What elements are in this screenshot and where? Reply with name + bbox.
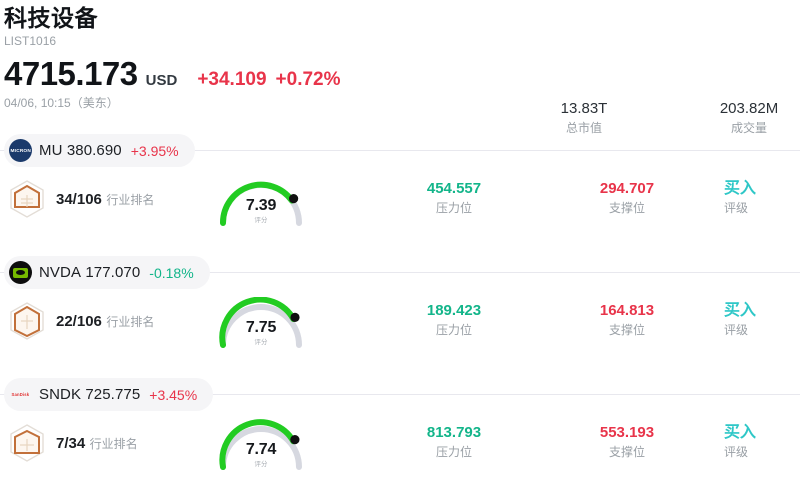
volume-label: 成交量 [730,121,767,135]
stat-volume: 203.82M 成交量 [689,99,800,137]
score-value: 7.74 [245,441,277,458]
resistance-value: 454.557 [426,180,482,197]
rating-value: 买入 [724,424,757,441]
support-value: 294.707 [599,180,655,197]
support-column: 553.193 支撑位 [557,423,697,461]
score-label: 评分 [254,339,268,346]
page-header: 科技设备 LIST1016 4715.173 USD +34.109 +0.72%… [0,0,800,135]
rank-label: 行业排名 [106,192,155,207]
rank-value: 22/106 [56,312,102,330]
rating-label: 评级 [724,323,749,337]
industry-rank: 22/106 行业排名 [8,301,154,341]
resistance-label: 压力位 [435,323,472,337]
resistance-column: 189.423 压力位 [384,301,524,339]
market-cap-label: 总市值 [565,121,602,135]
score-gauge: 7.39 评分 [215,175,307,235]
volume-value: 203.82M [719,100,779,117]
rating-value: 买入 [724,180,757,197]
micron-logo-text: MICRON [10,147,31,154]
industry-rank: 34/106 行业排名 [8,179,154,219]
quote-timestamp: 04/06, 10:15（美东） [4,96,119,110]
resistance-label: 压力位 [435,445,472,459]
index-change: +34.109 +0.72% [197,69,340,91]
ticker-pill-nvda[interactable]: NVDA 177.070 -0.18% [4,256,210,289]
ticker-pill-sndk[interactable]: SanDisk SNDK 725.775 +3.45% [4,378,214,411]
rank-text: 22/106 行业排名 [56,312,154,331]
header-stats: 13.83T 总市值 203.82M 成交量 [524,99,800,143]
stat-market-cap: 13.83T 总市值 [524,99,644,137]
resistance-value: 813.793 [426,424,482,441]
ticker-pill-mu[interactable]: MICRON MU 380.690 +3.95% [4,134,195,167]
micron-logo-icon: MICRON [9,139,32,162]
support-label: 支撑位 [608,323,645,337]
stock-metrics: 34/106 行业排名 7.39 评分 454.557 压力位 [0,179,800,239]
support-column: 294.707 支撑位 [557,179,697,217]
currency-label: USD [145,72,178,89]
page-title: 科技设备 [4,5,98,31]
rating-column: 买入 评级 [724,423,800,461]
stock-row[interactable]: NVDA 177.070 -0.18% 22/106 行业排名 [0,253,800,375]
resistance-column: 813.793 压力位 [384,423,524,461]
sandisk-logo-icon: SanDisk [9,383,32,406]
stock-row[interactable]: SanDisk SNDK 725.775 +3.45% 7/34 [0,375,800,488]
hexagon-rank-icon [8,423,46,463]
ticker-symbol: SNDK 725.775 [39,386,141,403]
list-code: LIST1016 [4,34,57,48]
row-divider [0,394,800,395]
index-change-percent: +0.72% [275,69,341,90]
support-label: 支撑位 [608,445,645,459]
ticker-change: -0.18% [149,264,194,281]
score-gauge: 7.74 评分 [215,419,307,479]
rating-label: 评级 [724,445,749,459]
hexagon-rank-icon [8,179,46,219]
support-value: 164.813 [599,302,655,319]
support-value: 553.193 [599,424,655,441]
score-value: 7.75 [245,319,277,336]
ticker-change: +3.95% [130,142,179,159]
stock-rows: MICRON MU 380.690 +3.95% 34/106 [0,131,800,488]
ticker-symbol: NVDA 177.070 [39,264,141,281]
rating-column: 买入 评级 [724,301,800,339]
score-gauge: 7.75 评分 [215,297,307,357]
stock-metrics: 7/34 行业排名 7.74 评分 813.793 压力位 [0,419,800,483]
score-label: 评分 [254,461,268,468]
resistance-label: 压力位 [435,201,472,215]
ticker-symbol: MU 380.690 [39,142,122,159]
market-cap-value: 13.83T [560,100,608,117]
rank-text: 34/106 行业排名 [56,190,154,209]
index-price: 4715.173 [4,55,138,92]
score-value: 7.39 [245,197,277,214]
industry-rank: 7/34 行业排名 [8,423,138,463]
nvidia-logo-icon [9,261,32,284]
support-label: 支撑位 [608,201,645,215]
rank-value: 7/34 [56,434,86,452]
resistance-value: 189.423 [426,302,482,319]
sandisk-logo-text: SanDisk [11,392,30,397]
rank-text: 7/34 行业排名 [56,434,138,453]
header-main: 4715.173 USD +34.109 +0.72% 04/06, 10:15（… [4,55,800,135]
support-column: 164.813 支撑位 [557,301,697,339]
rank-value: 34/106 [56,190,102,208]
index-change-absolute: +34.109 [197,69,267,90]
price-row: 4715.173 USD +34.109 +0.72% [4,55,800,93]
stock-metrics: 22/106 行业排名 7.75 评分 189.423 压力位 [0,297,800,361]
rating-column: 买入 评级 [724,179,800,217]
row-divider [0,272,800,273]
hexagon-rank-icon [8,301,46,341]
rating-value: 买入 [724,302,757,319]
rating-label: 评级 [724,201,749,215]
rank-label: 行业排名 [106,314,155,329]
ticker-change: +3.45% [149,386,198,403]
stock-row[interactable]: MICRON MU 380.690 +3.95% 34/106 [0,131,800,253]
score-label: 评分 [254,217,268,224]
row-divider [0,150,800,151]
rank-label: 行业排名 [89,436,138,451]
resistance-column: 454.557 压力位 [384,179,524,217]
